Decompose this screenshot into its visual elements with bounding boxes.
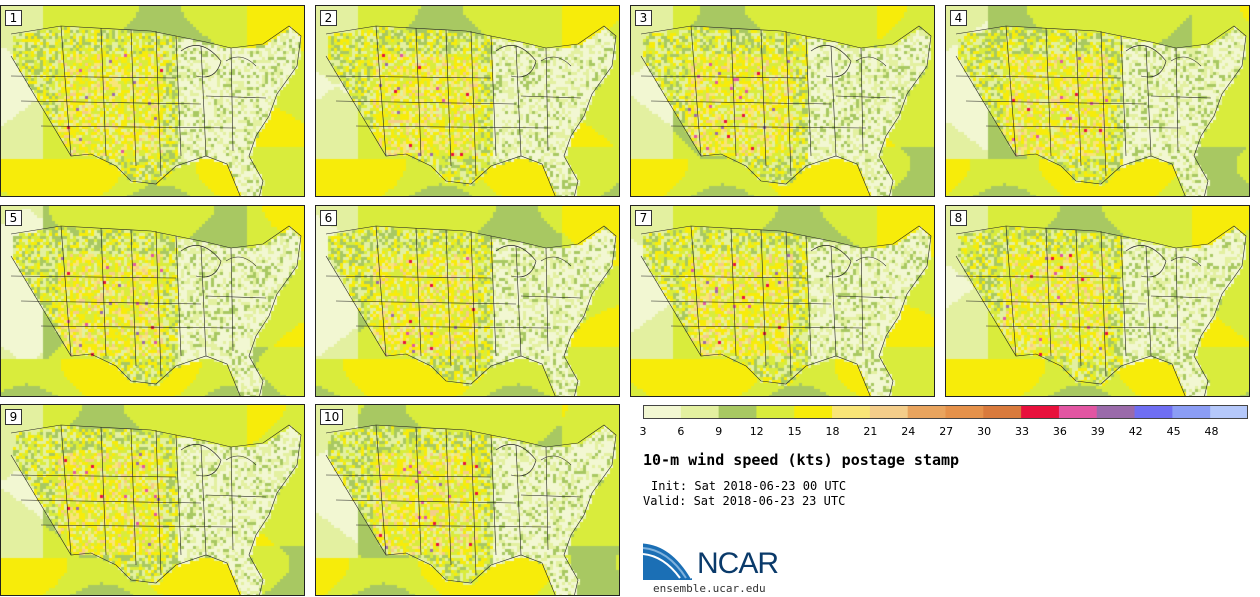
map-boundaries <box>325 25 617 196</box>
colorbar-swatch <box>794 405 833 419</box>
colorbar-tick-label: 3 <box>639 425 647 438</box>
colorbar-tick-label: 30 <box>977 425 992 438</box>
member-label: 5 <box>5 210 22 226</box>
member-label: 9 <box>5 409 22 425</box>
member-label: 1 <box>5 10 22 26</box>
colorbar-swatch <box>869 405 909 419</box>
ncar-logo-icon <box>642 540 694 580</box>
colorbar-tick-label: 21 <box>863 425 878 438</box>
colorbar-tick-label: 33 <box>1015 425 1029 438</box>
colorbar-swatch <box>756 405 795 419</box>
member-label: 10 <box>320 409 344 425</box>
map-boundaries <box>640 225 932 396</box>
member-map-4: 4 <box>945 5 1250 197</box>
map-boundaries <box>955 25 1247 196</box>
map-boundaries <box>10 25 302 196</box>
colorbar-swatch <box>1058 405 1098 419</box>
init-time: Init: Sat 2018-06-23 00 UTC <box>651 479 847 493</box>
colorbar-swatch <box>643 405 682 419</box>
colorbar-tick-label: 48 <box>1204 425 1219 438</box>
colorbar-swatch <box>1021 405 1060 419</box>
member-map-10: 10 <box>315 404 620 596</box>
colorbar-swatch <box>1096 405 1136 419</box>
colorbar-tick-label: 6 <box>677 425 685 438</box>
colorbar-swatch <box>945 405 984 419</box>
member-map-6: 6 <box>315 205 620 397</box>
map-boundaries <box>325 225 617 396</box>
colorbar-swatch <box>718 405 757 419</box>
colorbar-tick-label: 36 <box>1052 425 1067 438</box>
colorbar-swatch <box>1210 405 1248 419</box>
colorbar-tick-label: 15 <box>787 425 802 438</box>
colorbar-tick-label: 42 <box>1128 425 1143 438</box>
member-label: 7 <box>635 210 652 226</box>
colorbar-tick-label: 9 <box>715 425 723 438</box>
colorbar <box>643 405 1248 419</box>
colorbar-swatch <box>907 405 946 419</box>
colorbar-tick-label: 12 <box>749 425 764 438</box>
map-boundaries <box>325 424 617 595</box>
map-boundaries <box>10 424 302 595</box>
colorbar-swatch <box>983 405 1022 419</box>
member-map-3: 3 <box>630 5 935 197</box>
map-boundaries <box>640 25 932 196</box>
valid-time: Valid: Sat 2018-06-23 23 UTC <box>643 494 846 508</box>
logo-text: NCAR <box>697 547 779 580</box>
plot-title: 10-m wind speed (kts) postage stamp <box>643 451 960 469</box>
member-map-1: 1 <box>0 5 305 197</box>
colorbar-tick-label: 18 <box>825 425 840 438</box>
map-boundaries <box>10 225 302 396</box>
map-boundaries <box>955 225 1247 396</box>
member-label: 8 <box>950 210 967 226</box>
site-url: ensemble.ucar.edu <box>653 582 766 595</box>
colorbar-swatch <box>680 405 720 419</box>
colorbar-swatch <box>1134 405 1173 419</box>
member-map-5: 5 <box>0 205 305 397</box>
member-label: 2 <box>320 10 337 26</box>
colorbar-swatch <box>1172 405 1211 419</box>
member-label: 4 <box>950 10 967 26</box>
member-map-2: 2 <box>315 5 620 197</box>
colorbar-swatch <box>832 405 871 419</box>
member-map-8: 8 <box>945 205 1250 397</box>
colorbar-tick-label: 39 <box>1090 425 1105 438</box>
member-map-9: 9 <box>0 404 305 596</box>
member-label: 3 <box>635 10 652 26</box>
colorbar-tick-label: 24 <box>901 425 916 438</box>
colorbar-tick-label: 27 <box>939 425 954 438</box>
member-map-7: 7 <box>630 205 935 397</box>
colorbar-tick-label: 45 <box>1166 425 1181 438</box>
member-label: 6 <box>320 210 337 226</box>
